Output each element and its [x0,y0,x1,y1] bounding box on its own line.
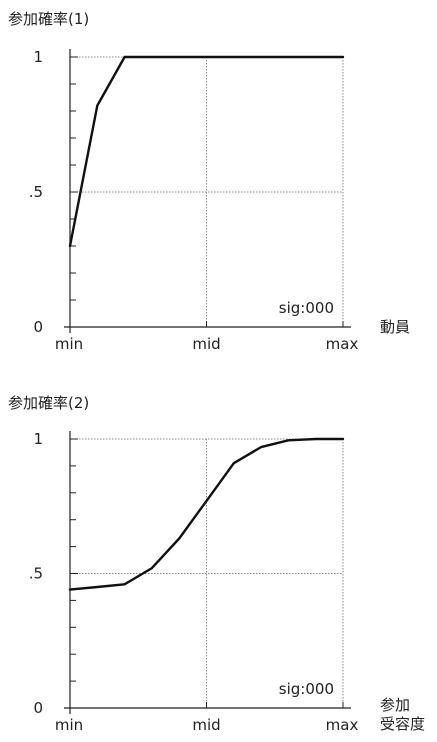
x-tick-label: min [55,716,83,734]
chart-title: 参加確率(2) [8,394,89,412]
x-axis-label: 参加 [380,696,410,714]
x-tick-label: max [326,716,359,734]
y-tick-label: 1 [33,48,43,66]
chart-title: 参加確率(1) [8,10,89,28]
x-tick-label: min [55,335,83,353]
y-tick-label: 0 [33,318,43,336]
y-tick-label: 0 [33,699,43,717]
x-tick-label: mid [192,716,220,734]
x-axis-label: 動員 [380,318,410,336]
series-line [68,437,345,591]
chart-1: 参加確率(1) 1 .5 0 min mid max 動員 sig:000 [8,10,410,353]
x-axis-label: 受容度 [380,715,425,733]
y-tick-label: .5 [29,183,43,201]
annotation-label: sig:000 [279,680,334,698]
y-tick-label: .5 [29,565,43,583]
y-tick-label: 1 [33,430,43,448]
x-tick-label: mid [192,335,220,353]
annotation-label: sig:000 [279,299,334,317]
x-tick-label: max [326,335,359,353]
